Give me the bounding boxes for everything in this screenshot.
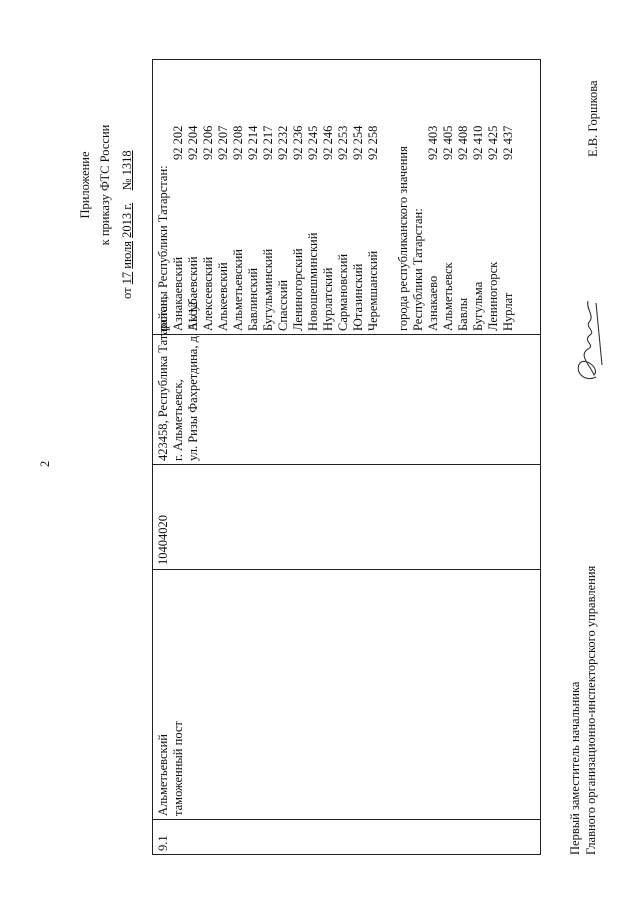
- territory-name: Спасский: [276, 279, 290, 331]
- okato-code: 92 245: [306, 125, 320, 160]
- territory-name: Бугульма: [471, 281, 485, 331]
- table-border: [540, 60, 541, 855]
- territory-name: Лениногорский: [291, 248, 305, 331]
- territory-name: Ютазинский: [351, 263, 365, 331]
- territory-name: Бавлинский: [246, 267, 260, 331]
- date-year: 2013 г.: [120, 202, 134, 238]
- territory-name: Новошешминский: [306, 232, 320, 331]
- territory-name: Азнакаево: [426, 275, 440, 331]
- table-border: [152, 854, 540, 855]
- territory-name: Альметьевск: [441, 262, 455, 331]
- territory-name: Сармановский: [336, 253, 350, 331]
- okato-code: 92 207: [216, 125, 230, 160]
- okato-code: 92 410: [471, 125, 485, 160]
- okato-code: 92 254: [351, 125, 365, 160]
- order-number: № 1318: [120, 150, 134, 191]
- territory-name: Алексеевский: [201, 256, 215, 331]
- signature-scribble: [577, 300, 603, 380]
- territory-name: Алькеевский: [216, 262, 230, 331]
- territory-name: Нурлат: [501, 292, 515, 331]
- date-prefix: от: [120, 287, 134, 299]
- okato-code: 92 403: [426, 125, 440, 160]
- column-line: [152, 334, 540, 335]
- column-line: [152, 819, 540, 820]
- okato-code: 92 206: [201, 125, 215, 160]
- okato-code: 92 437: [501, 125, 515, 160]
- okato-code: 92 405: [441, 125, 455, 160]
- territory-heading: города республиканского значения: [396, 146, 410, 331]
- okato-code: 92 217: [261, 125, 275, 160]
- territory-name: Черемшанский: [366, 250, 380, 331]
- okato-code: 92 425: [486, 125, 500, 160]
- date-month: июля: [120, 240, 134, 269]
- territory-name: Бавлы: [456, 297, 470, 331]
- territory-heading: районы Республики Татарстан:: [156, 165, 170, 331]
- table-border: [152, 60, 153, 855]
- column-line: [152, 464, 540, 465]
- order-date: от 17 июля 2013 г. № 1318: [120, 150, 135, 299]
- signer-name: Е.В. Горшкова: [586, 80, 600, 157]
- okato-code: 92 253: [336, 125, 350, 160]
- okato-code: 92 214: [246, 125, 260, 160]
- signer-position: Главного организационно-инспекторского у…: [584, 565, 598, 855]
- okato-code: 92 204: [186, 125, 200, 160]
- okato-code: 92 246: [321, 125, 335, 160]
- territory-name: Лениногорск: [486, 261, 500, 331]
- territory-name: Азнакаевский: [171, 256, 185, 331]
- post-code: 10404020: [156, 515, 170, 565]
- signer-position: Первый заместитель начальника: [568, 681, 582, 855]
- post-name: таможенный пост: [171, 721, 185, 816]
- page-number: 2: [38, 460, 52, 467]
- okato-code: 92 408: [456, 125, 470, 160]
- okato-code: 92 258: [366, 125, 380, 160]
- column-line: [152, 569, 540, 570]
- appendix-title: Приложение: [78, 151, 92, 219]
- order-ref: к приказу ФТС России: [98, 124, 112, 246]
- territory-name: Альметьевский: [231, 249, 245, 331]
- territory-name: Аксубаевский: [186, 256, 200, 331]
- date-day: 17: [120, 271, 134, 285]
- post-name: Альметьевский: [156, 734, 170, 816]
- table-border: [152, 59, 541, 60]
- territory-name: Бугульминский: [261, 248, 275, 331]
- okato-code: 92 202: [171, 125, 185, 160]
- territory-heading: Республики Татарстан:: [411, 208, 425, 331]
- row-number: 9.1: [156, 835, 170, 851]
- address-line: г. Альметьевск,: [171, 379, 185, 461]
- okato-code: 92 208: [231, 125, 245, 160]
- okato-code: 92 236: [291, 125, 305, 160]
- territory-name: Нурлатский: [321, 267, 335, 331]
- okato-code: 92 232: [276, 125, 290, 160]
